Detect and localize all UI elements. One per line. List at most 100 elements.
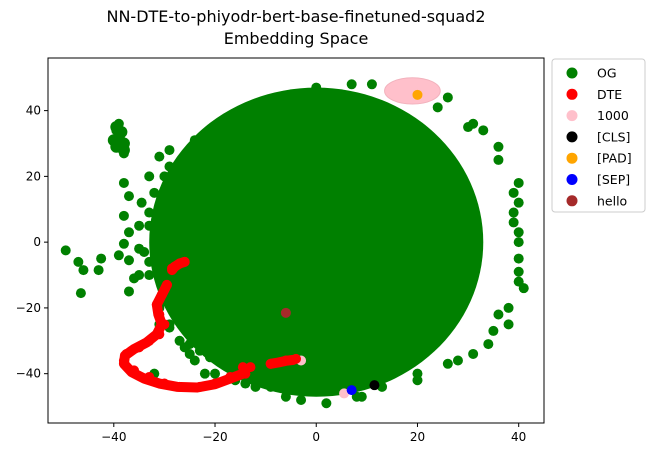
series-dte — [118, 256, 301, 393]
og-point — [159, 171, 170, 182]
og-point — [265, 381, 276, 392]
dte-point — [174, 381, 185, 392]
dte-point — [161, 279, 172, 290]
og-point — [164, 161, 175, 172]
og-point — [280, 391, 291, 402]
og-point — [118, 210, 129, 221]
og-point — [296, 394, 307, 405]
og-point — [117, 137, 130, 150]
og-point — [139, 247, 150, 258]
legend-label: OG — [597, 66, 617, 81]
y-tick-label: 0 — [33, 235, 41, 249]
dte-point — [151, 299, 162, 310]
og-point — [144, 220, 155, 231]
plot-frame — [47, 57, 545, 424]
legend: OG DTE 1000 [CLS] [PAD] [SEP] hello — [551, 58, 646, 213]
og-point — [215, 355, 226, 366]
1000-point — [339, 388, 350, 399]
pad-point — [412, 89, 423, 100]
og-point — [123, 255, 134, 266]
og-point — [134, 220, 145, 231]
og-point — [508, 207, 519, 218]
axes: −40 −20 0 20 40 −40 −20 0 20 40 — [16, 104, 527, 444]
dte-point — [144, 371, 155, 382]
og-point — [73, 256, 84, 267]
dte-point — [280, 355, 291, 366]
og-point — [493, 309, 504, 320]
og-point — [483, 339, 494, 350]
dte-point — [144, 335, 155, 346]
og-point — [250, 105, 261, 116]
dte-point — [265, 358, 276, 369]
og-point — [93, 265, 104, 276]
og-point — [432, 102, 443, 113]
legend-marker — [566, 67, 578, 79]
x-tick-label: 0 — [312, 430, 320, 444]
og-point — [210, 368, 221, 379]
dte-point — [118, 355, 129, 366]
og-point — [311, 82, 322, 93]
legend-marker — [566, 131, 578, 143]
legend-label: 1000 — [597, 108, 629, 123]
legend-item-hello: hello — [566, 193, 627, 208]
og-point — [508, 187, 519, 198]
og-point — [123, 286, 134, 297]
og-point — [503, 319, 514, 330]
og-point — [144, 256, 155, 267]
chart-title-line-2: Embedding Space — [224, 29, 369, 48]
dte-point — [129, 365, 140, 376]
og-point — [513, 253, 524, 264]
y-tick-label: −40 — [16, 367, 41, 381]
y-tick-label: 40 — [26, 104, 41, 118]
og-point — [149, 187, 160, 198]
og-point — [154, 151, 165, 162]
og-point — [356, 391, 367, 402]
og-point — [204, 352, 215, 363]
og-point — [513, 197, 524, 208]
og-point — [60, 245, 71, 256]
og-point — [184, 339, 195, 350]
og-point — [144, 270, 155, 281]
dte-point — [134, 342, 145, 353]
og-point — [144, 207, 155, 218]
dte-point — [194, 381, 205, 392]
og-point — [468, 348, 479, 359]
og-point — [220, 118, 231, 129]
og-point — [134, 270, 145, 281]
og-point — [225, 335, 236, 346]
og-point — [75, 288, 86, 299]
og-point — [78, 265, 89, 276]
og-point — [220, 345, 231, 356]
og-point — [189, 135, 200, 146]
series-pad — [412, 89, 423, 100]
og-point — [452, 355, 463, 366]
og-point — [123, 227, 134, 238]
legend-item-dte: DTE — [566, 87, 622, 102]
legend-item-og: OG — [566, 66, 617, 81]
legend-label: [SEP] — [597, 172, 630, 187]
dte-point — [225, 371, 236, 382]
legend-marker — [566, 195, 578, 207]
dte-point — [154, 329, 165, 340]
og-point — [194, 345, 205, 356]
og-point — [321, 398, 332, 409]
dte-point — [154, 309, 165, 320]
legend-item-pad: [PAD] — [566, 151, 632, 166]
legend-label: hello — [597, 193, 627, 208]
series-sep — [346, 385, 357, 396]
y-tick-label: −20 — [16, 301, 41, 315]
og-point — [493, 154, 504, 165]
legend-marker — [566, 152, 578, 164]
og-point — [189, 329, 200, 340]
series-1000 — [296, 77, 441, 399]
chart-title-line-1: NN-DTE-to-phiyodr-bert-base-finetuned-sq… — [106, 7, 485, 26]
legend-label: [PAD] — [597, 151, 632, 166]
legend-label: DTE — [597, 87, 622, 102]
og-point — [118, 238, 129, 249]
og-point — [488, 325, 499, 336]
og-point — [478, 125, 489, 136]
series-hello — [280, 307, 291, 318]
og-point — [136, 197, 147, 208]
legend-item-sep: [SEP] — [566, 172, 630, 187]
og-point — [346, 79, 357, 90]
